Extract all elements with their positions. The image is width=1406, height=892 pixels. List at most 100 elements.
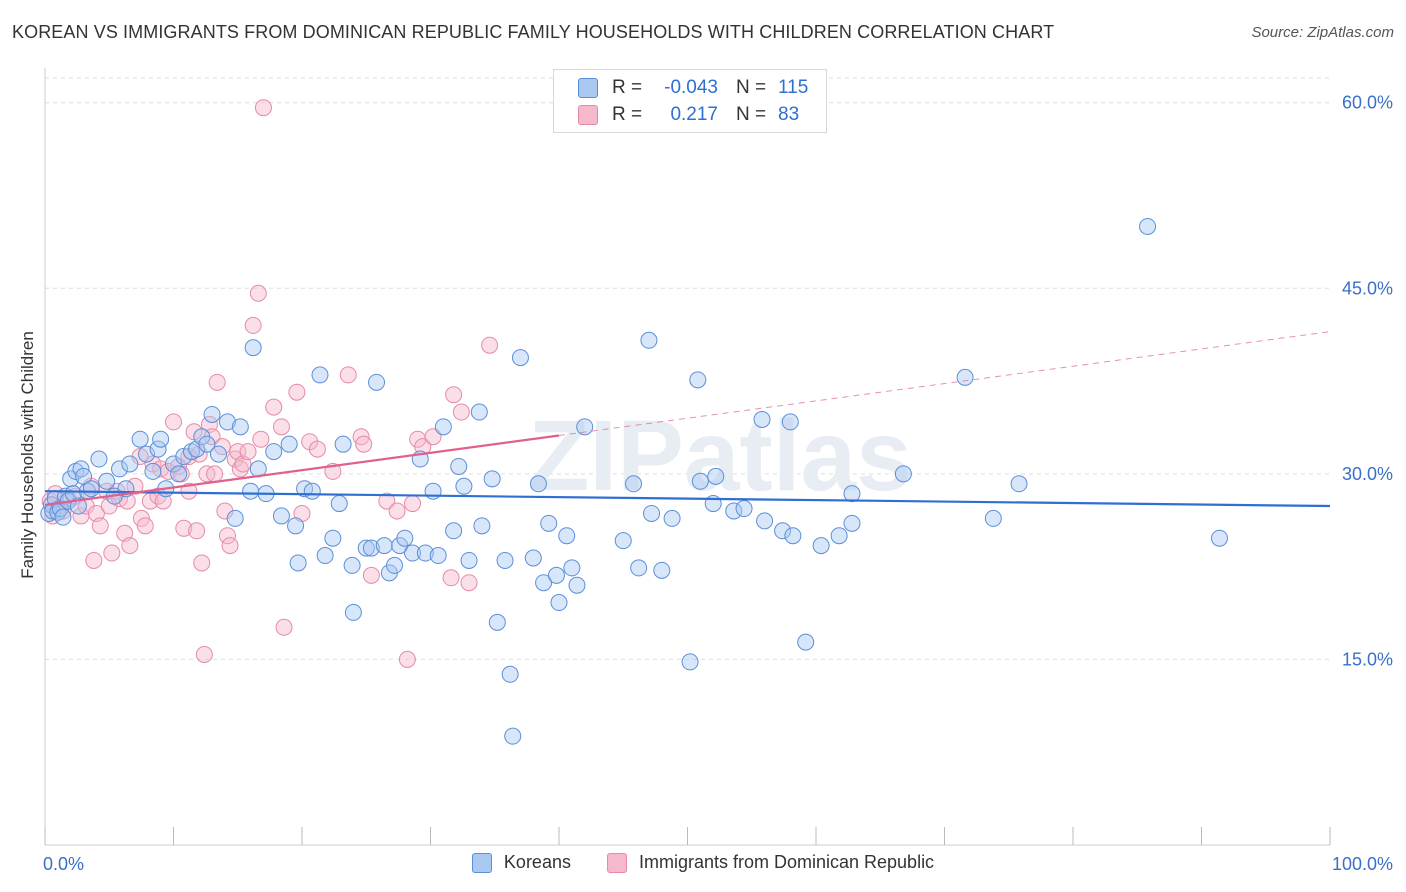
dominican-point: [208, 373, 226, 391]
dominican-legend-swatch: [606, 852, 627, 873]
korean-point: [558, 527, 576, 545]
korean-point: [287, 517, 305, 535]
korean-point: [689, 371, 707, 389]
dominican-point: [188, 522, 206, 540]
trend-lines: [44, 331, 1331, 508]
korean-point: [324, 529, 342, 547]
korean-point: [170, 465, 188, 483]
korean-point: [956, 368, 974, 386]
korean-point: [681, 653, 699, 671]
korean-point: [460, 551, 478, 569]
dominican-r-value: 0.217: [670, 104, 718, 125]
korean-point: [242, 482, 260, 500]
r-label: R =: [612, 104, 643, 125]
korean-point: [149, 440, 167, 458]
dominican-point: [355, 435, 373, 453]
korean-point: [226, 509, 244, 527]
korean-point: [984, 509, 1002, 527]
koreans-legend-label: Koreans: [503, 852, 571, 872]
legend-item-koreans[interactable]: Koreans: [471, 852, 571, 873]
dominican-point: [193, 554, 211, 572]
source-label: Source: ZipAtlas.com: [1251, 24, 1394, 41]
korean-point: [455, 477, 473, 495]
dominican-point: [195, 645, 213, 663]
r-label: R =: [612, 77, 643, 98]
dominican-point: [288, 383, 306, 401]
korean-point: [375, 537, 393, 555]
korean-point: [231, 418, 249, 436]
korean-point: [362, 539, 380, 557]
korean-point: [404, 544, 422, 562]
korean-point: [797, 633, 815, 651]
n-label: N =: [736, 77, 767, 98]
korean-point: [343, 556, 361, 574]
x-tick-label-min: 0.0%: [43, 854, 84, 874]
koreans-swatch: [578, 78, 598, 98]
dominican-point: [244, 316, 262, 334]
korean-point: [334, 435, 352, 453]
korean-point: [316, 547, 334, 565]
korean-point: [568, 576, 586, 594]
dominican-point: [218, 527, 236, 545]
korean-point: [203, 405, 221, 423]
dominican-point: [388, 502, 406, 520]
koreans-n-value: 115: [778, 77, 809, 98]
korean-point: [725, 502, 743, 520]
korean-point: [550, 594, 568, 612]
dominican-trend-line: [44, 434, 560, 506]
korean-point: [547, 566, 565, 584]
dominican-point: [362, 566, 380, 584]
korean-point: [894, 465, 912, 483]
korean-point: [111, 460, 129, 478]
dominican-point: [121, 537, 139, 555]
korean-point: [131, 430, 149, 448]
korean-point: [501, 665, 519, 683]
korean-point: [357, 539, 375, 557]
korean-point: [121, 455, 139, 473]
dominican-n-value: 83: [778, 104, 800, 125]
series-dominican-points: [41, 99, 499, 668]
korean-point: [843, 485, 861, 503]
dominican-point: [445, 386, 463, 404]
korean-point: [272, 507, 290, 525]
y-tick-labels: 15.0% 30.0% 45.0% 60.0%: [1342, 93, 1393, 670]
y-tick-label: 45.0%: [1342, 278, 1393, 298]
legend-item-dominican[interactable]: Immigrants from Dominican Republic: [606, 852, 934, 873]
dominican-point: [103, 544, 121, 562]
dominican-point: [460, 574, 478, 592]
korean-point: [511, 349, 529, 367]
korean-point: [483, 470, 501, 488]
korean-point: [756, 512, 774, 530]
dominican-point: [175, 519, 193, 537]
dominican-point: [424, 428, 442, 446]
korean-point: [280, 435, 298, 453]
dominican-point: [165, 413, 182, 431]
dominican-point: [231, 460, 249, 478]
korean-point: [663, 509, 681, 527]
korean-point: [1210, 529, 1228, 547]
korean-point: [265, 443, 283, 461]
korean-point: [830, 527, 848, 545]
dominican-point: [254, 99, 272, 117]
korean-point: [429, 547, 447, 565]
dominican-point: [404, 495, 422, 513]
korean-point: [289, 554, 307, 572]
legend: Koreans Immigrants from Dominican Republ…: [0, 852, 1406, 873]
korean-point: [144, 462, 162, 480]
korean-point: [496, 551, 514, 569]
korean-point: [576, 418, 594, 436]
koreans-trend-line: [44, 490, 1331, 508]
dominican-trend-extension: [558, 331, 1331, 437]
korean-point: [368, 373, 386, 391]
korean-point: [691, 472, 709, 490]
korean-point: [781, 413, 799, 431]
dominican-point: [206, 465, 224, 483]
dominican-point: [308, 440, 326, 458]
dominican-point: [442, 569, 460, 587]
dominican-point: [91, 517, 109, 535]
korean-point: [563, 559, 581, 577]
korean-point: [843, 514, 861, 532]
stats-row-dominican: R = 0.217 N = 83: [578, 103, 818, 127]
korean-point: [707, 467, 725, 485]
korean-point: [54, 508, 72, 526]
